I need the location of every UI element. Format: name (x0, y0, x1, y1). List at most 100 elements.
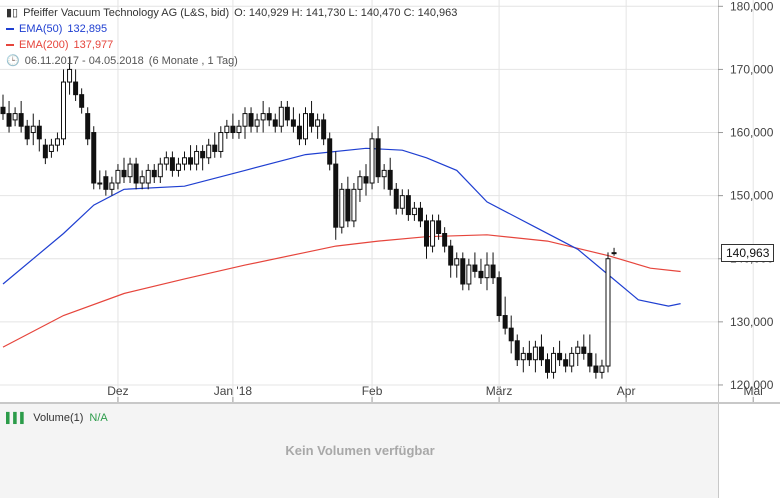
candle-body (284, 106, 290, 121)
candle-body (611, 252, 617, 255)
candle-body (309, 113, 315, 127)
candle-body (121, 169, 127, 178)
candle-body (526, 352, 532, 361)
axes: 180,000170,000160,000150,000140,000130,0… (107, 0, 774, 402)
ema50-label: EMA(50) (19, 23, 63, 35)
candle-body (454, 258, 460, 266)
candle-body (290, 119, 296, 127)
candle-body (151, 169, 157, 178)
candle-body (254, 119, 260, 127)
ema50-swatch (6, 28, 14, 30)
candle-body (484, 264, 490, 279)
candle-body (6, 113, 12, 127)
date-range: 06.11.2017 - 04.05.2018 (24, 55, 144, 67)
no-volume-message: Kein Volumen verfügbar (285, 443, 435, 458)
candle-body (538, 346, 544, 361)
y-tick-label: 180,000 (730, 0, 774, 13)
candle-body (472, 264, 478, 272)
candle-body (605, 258, 611, 367)
candle-body (175, 163, 181, 171)
candle-body (115, 169, 121, 184)
candle-body (163, 157, 169, 165)
candle-body (363, 176, 369, 184)
candle-body (339, 188, 345, 228)
candle-body (218, 132, 224, 152)
candle-body (127, 163, 133, 178)
x-tick-label: Jan '18 (214, 384, 253, 398)
volume-legend: ▌▌▌ Volume(1) N/A (6, 412, 108, 424)
y-tick-label: 130,000 (730, 315, 774, 329)
candle-body (30, 125, 36, 134)
ema50-path (2, 147, 681, 307)
candle-body (296, 125, 302, 140)
candle-body (236, 125, 242, 134)
candle-body (345, 188, 351, 222)
candle-body (54, 138, 60, 146)
candle-body (212, 144, 218, 152)
candle-body (73, 81, 79, 96)
candle-body (575, 346, 581, 354)
candle-body (48, 144, 54, 152)
x-tick-label: Feb (362, 384, 383, 398)
ohlc-readout: O: 140,929 H: 141,730 L: 140,470 C: 140,… (234, 7, 458, 19)
candle-body (206, 144, 212, 159)
candle-body (321, 119, 327, 140)
candle-body (442, 233, 448, 247)
candle-body (508, 327, 514, 342)
candle-body (551, 352, 557, 373)
candle-body (466, 264, 472, 285)
candle-body (581, 346, 587, 354)
candle-body (399, 195, 405, 209)
candle-body (369, 138, 375, 184)
candle-body (272, 119, 278, 127)
candle-body (182, 157, 187, 165)
ema200-value: 137,977 (73, 39, 114, 51)
clock-icon: 🕒 (6, 55, 20, 67)
candle-body (381, 169, 387, 178)
candle-body (242, 113, 248, 127)
candle-body (85, 113, 91, 140)
ema50-line (2, 147, 681, 307)
volume-value: N/A (89, 412, 108, 424)
candle-body (36, 125, 42, 140)
x-tick-label: Mai (744, 384, 763, 398)
candle-body (327, 138, 333, 165)
volume-bars-icon: ▌▌▌ (6, 412, 28, 424)
candle-body (0, 106, 6, 115)
candle-body (569, 352, 575, 367)
candle-body (393, 188, 399, 209)
ema200-swatch (6, 44, 14, 46)
candle-body (18, 113, 24, 127)
candle-body (315, 119, 321, 127)
last-price-badge: 140,963 (721, 243, 775, 262)
candle-body (42, 144, 48, 159)
candle-body (460, 258, 466, 285)
candle-body (188, 157, 194, 165)
candle-body (194, 150, 200, 165)
chart-legend: ▮▯ Pfeiffer Vacuum Technology AG (L&S, b… (6, 5, 457, 69)
y-tick-label: 150,000 (730, 189, 774, 203)
candle-body (514, 340, 520, 361)
chart-title: Pfeiffer Vacuum Technology AG (L&S, bid) (23, 7, 230, 19)
volume-label: Volume(1) (33, 412, 84, 424)
candle-body (387, 169, 393, 190)
candle-body (478, 270, 484, 279)
candle-body (12, 113, 18, 121)
candle-body (61, 81, 66, 140)
candle-body (405, 195, 411, 216)
candle-body (91, 132, 97, 184)
candle-body (109, 182, 115, 190)
period-label: (6 Monate , 1 Tag) (148, 55, 238, 67)
candle-body (79, 94, 85, 108)
candle-body (157, 163, 163, 178)
candle-body (545, 359, 550, 373)
candle-body (248, 113, 254, 127)
candle-body (133, 163, 139, 184)
candle-body (24, 125, 30, 140)
candle-body (411, 207, 417, 216)
candlestick-icon: ▮▯ (6, 7, 19, 19)
candle-body (496, 277, 502, 317)
candle-body (563, 359, 569, 367)
